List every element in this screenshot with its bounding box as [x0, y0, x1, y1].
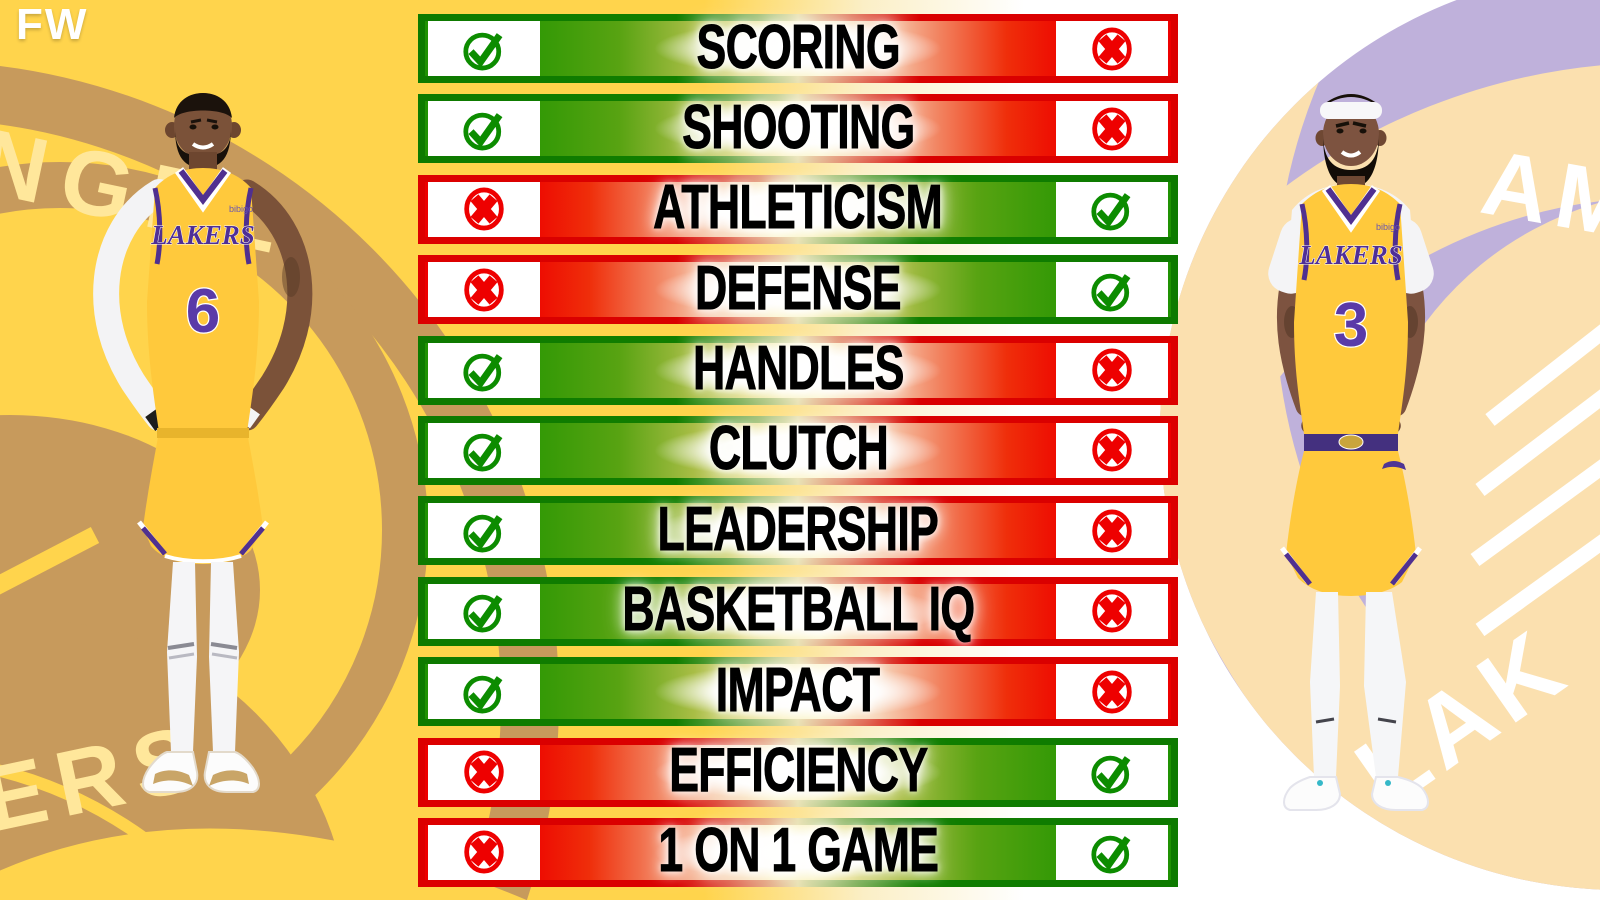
center-glow: [604, 93, 992, 165]
category-label: HANDLES: [692, 333, 904, 403]
leg-sleeves: [1310, 592, 1406, 777]
player-left-figure: LAKERS bibigo 6: [93, 93, 313, 793]
jersey-number: 6: [186, 277, 220, 346]
comparison-row: LEADERSHIP: [418, 494, 1178, 567]
center-glow: [604, 334, 992, 406]
smile: [1340, 150, 1362, 158]
jersey-team-name: LAKERS: [1298, 240, 1403, 270]
right-result-box: [1056, 744, 1168, 800]
comparison-bar: SCORING: [418, 12, 1178, 84]
comparison-bar: BASKETBALL IQ: [418, 574, 1178, 647]
comparison-row: BASKETBALL IQ: [418, 574, 1178, 647]
hair: [174, 93, 232, 118]
right-result-box: [1056, 824, 1168, 880]
comparison-bar: SHOOTING: [418, 92, 1178, 165]
right-result-box: [1056, 583, 1168, 639]
category-label: ATHLETICISM: [653, 173, 943, 243]
center-glow: [604, 736, 992, 808]
category-label: BASKETBALL IQ: [622, 574, 975, 644]
beard: [1323, 134, 1379, 188]
comparison-row: CLUTCH: [418, 414, 1178, 486]
comparison-bar: CLUTCH: [418, 414, 1178, 486]
comparison-bar: EFFICIENCY: [418, 735, 1178, 808]
smile: [191, 142, 215, 150]
jersey-sponsor: bibigo: [229, 204, 253, 214]
category-label: EFFICIENCY: [668, 735, 929, 805]
comparison-bar: IMPACT: [418, 655, 1178, 728]
right-result-box: [1056, 342, 1168, 398]
comparison-row: 1 ON 1 GAME: [418, 816, 1178, 888]
category-label: CLUTCH: [708, 414, 889, 484]
right-result-box: [1056, 664, 1168, 720]
category-label: LEADERSHIP: [657, 494, 939, 564]
jersey: LAKERS bibigo 6: [147, 167, 259, 432]
right-result-box: [1056, 181, 1168, 237]
comparison-bar: 1 ON 1 GAME: [418, 816, 1178, 888]
comparison-bar: HANDLES: [418, 333, 1178, 406]
comparison-row: SHOOTING: [418, 92, 1178, 165]
center-glow: [604, 173, 992, 245]
comparison-row: ATHLETICISM: [418, 173, 1178, 245]
center-glow: [604, 13, 992, 84]
comparison-row: DEFENSE: [418, 253, 1178, 326]
jersey-team-name: LAKERS: [150, 220, 255, 250]
shoes: [142, 751, 260, 793]
white-arm-sleeve: [93, 179, 172, 431]
category-label: IMPACT: [716, 655, 881, 725]
center-glow: [604, 816, 992, 888]
center-glow: [604, 254, 992, 326]
category-label: DEFENSE: [695, 253, 902, 323]
jersey-sponsor: bibigo: [1376, 222, 1400, 232]
shorts: [1280, 434, 1422, 596]
shoes: [1283, 776, 1429, 811]
right-result-box: [1056, 503, 1168, 559]
comparison-bar: LEADERSHIP: [418, 494, 1178, 567]
center-glow: [604, 575, 992, 647]
jersey-number: 3: [1334, 291, 1368, 360]
arm-tattoo: [282, 257, 300, 297]
category-label: SHOOTING: [681, 92, 915, 162]
jersey: LAKERS bibigo 3: [1294, 184, 1408, 434]
category-label: 1 ON 1 GAME: [658, 816, 939, 886]
comparison-row: EFFICIENCY: [418, 735, 1178, 808]
center-glow: [604, 414, 992, 486]
shorts: [137, 428, 269, 564]
comparison-rows: SCORING SHOOTING: [418, 12, 1178, 898]
headband: [1320, 102, 1382, 119]
fw-logo: FW: [16, 0, 89, 49]
category-label: SCORING: [696, 12, 901, 82]
right-result-box: [1056, 101, 1168, 157]
center-glow: [604, 656, 992, 728]
comparison-bar: DEFENSE: [418, 253, 1178, 326]
right-result-box: [1056, 21, 1168, 76]
comparison-row: IMPACT: [418, 655, 1178, 728]
center-glow: [604, 495, 992, 567]
nike-swoosh: [1382, 461, 1406, 470]
right-result-box: [1056, 422, 1168, 478]
comparison-bar: ATHLETICISM: [418, 173, 1178, 245]
right-result-box: [1056, 262, 1168, 318]
comparison-row: HANDLES: [418, 333, 1178, 406]
leg-sleeves: [167, 562, 239, 752]
player-right-figure: LAKERS bibigo 3: [1268, 94, 1434, 811]
comparison-row: SCORING: [418, 12, 1178, 84]
